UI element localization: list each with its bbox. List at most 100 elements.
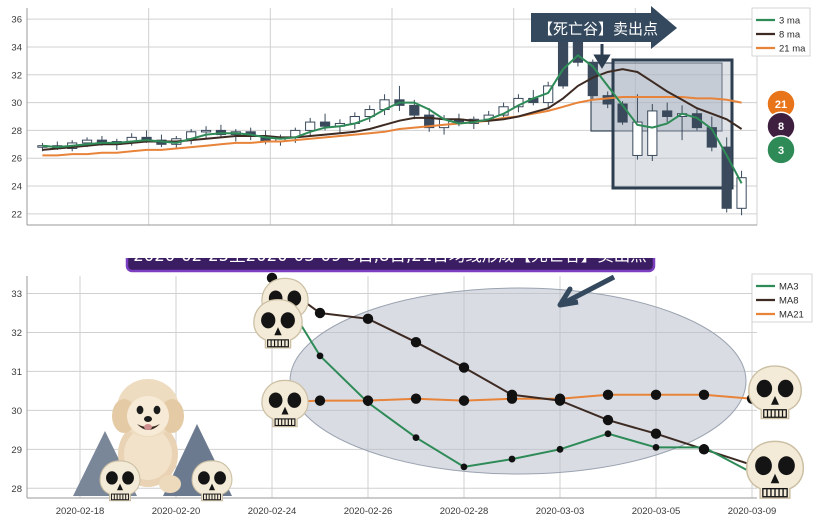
candle-body-down: [721, 146, 732, 209]
y-axis-tick-label: 28: [11, 126, 22, 137]
dog-eye-left: [136, 405, 144, 415]
candle-body-down: [424, 114, 435, 129]
data-point-MA3[interactable]: [412, 434, 420, 442]
data-point-MA21[interactable]: [554, 393, 566, 404]
title-banner-background: [125, 258, 656, 273]
y-axis-tick-label: 32: [11, 70, 22, 81]
data-point-MA21[interactable]: [410, 393, 422, 404]
highlight-boxes: [590, 58, 734, 190]
skull-icon-ma3-start: [253, 298, 303, 349]
candle-body-down: [319, 121, 331, 127]
candle-body-up: [81, 139, 93, 144]
y-axis-tick-label: 31: [11, 367, 22, 378]
data-point-MA21[interactable]: [698, 389, 710, 400]
badge-label-8: 8: [778, 121, 784, 133]
badge-label-21: 21: [775, 99, 787, 111]
y-axis-tick-label: 26: [11, 154, 22, 165]
candle-body-up: [305, 121, 316, 131]
data-point-MA21[interactable]: [314, 395, 326, 406]
data-point-MA3[interactable]: [604, 430, 612, 438]
x-axis-tick-label: 2020-02-20: [152, 506, 201, 517]
highlight-ellipse: [289, 287, 747, 475]
skull-icon-right: [191, 460, 233, 502]
legend-label-1: 8 ma: [779, 30, 801, 41]
candle-body-down: [587, 61, 598, 97]
y-axis-tick-label: 34: [11, 42, 22, 53]
y-axis-tick-label: 29: [11, 445, 22, 456]
y-axis-tick-label: 33: [11, 289, 22, 300]
legend-label-0: MA3: [779, 282, 799, 293]
bottom-chart-legend: MA3 MA8 MA21: [751, 273, 813, 323]
poodle-illustration: [73, 379, 233, 502]
ma-end-badges: 21 8 3: [766, 89, 796, 165]
dog-nose: [144, 416, 152, 422]
x-axis-tick-label: 2020-02-26: [344, 506, 393, 517]
ma-detail-panel: 33 32 31 30 29 28 2020-02-18 2020-02-20 2020-02-…: [0, 258, 813, 520]
skull-icon-ma21-end: [748, 365, 802, 420]
ma-line-21: [42, 96, 742, 157]
skull-icon-left: [99, 460, 141, 502]
highlight-box-large: [611, 58, 734, 190]
candle-body-down: [409, 104, 420, 116]
candlestick-svg: 36 34 32 30 28 26 24 22 【死亡谷】卖出点 3 ma 8 ma 21 ma 21 8…: [11, 6, 811, 226]
data-point-MA21[interactable]: [506, 393, 518, 404]
y-axis-tick-label: 24: [11, 182, 22, 193]
candle-body-down: [662, 110, 673, 118]
x-axis-tick-label: 2020-02-28: [440, 506, 489, 517]
data-point-MA3[interactable]: [316, 352, 324, 360]
pointer-arrow-icon: [557, 274, 616, 308]
data-point-MA8[interactable]: [602, 414, 614, 426]
ma-series-group: [266, 272, 758, 477]
data-point-MA8[interactable]: [362, 313, 374, 325]
candle-body-up: [632, 121, 643, 156]
dog-paw-right: [159, 475, 181, 493]
data-point-MA8[interactable]: [410, 337, 422, 348]
x-axis-tick-label: 2020-03-03: [536, 506, 585, 517]
data-point-MA8[interactable]: [458, 362, 470, 373]
y-axis-tick-label: 30: [11, 406, 22, 417]
data-point-MA8[interactable]: [314, 307, 326, 319]
data-point-MA21[interactable]: [602, 389, 614, 400]
right-skull-markers: [745, 365, 805, 499]
banner-label: 【死亡谷】卖出点: [538, 20, 658, 38]
candle-body-up: [200, 129, 212, 133]
data-point-MA3[interactable]: [508, 455, 516, 463]
x-axis-tick-label: 2020-02-18: [56, 506, 105, 517]
ma-detail-svg: 33 32 31 30 29 28 2020-02-18 2020-02-20 2020-02-…: [11, 258, 813, 517]
x-axis-tick-label: 2020-03-09: [728, 506, 777, 517]
chart-title-banner: 2020-02-25至2020-03-09 3日,8日,21日均线形成【死亡谷】…: [125, 258, 656, 273]
skull-icon-ma3-end: [745, 440, 805, 499]
candle-body-up: [736, 177, 747, 209]
dog-eye-right: [153, 405, 161, 415]
data-point-MA21[interactable]: [650, 389, 662, 400]
candle-body-down: [602, 95, 613, 105]
y-axis-tick-label: 30: [11, 98, 22, 109]
data-point-MA21[interactable]: [458, 395, 470, 406]
candle-body-up: [647, 110, 658, 156]
badge-circle-3[interactable]: [766, 135, 796, 165]
banner-arrow-shape: [531, 6, 677, 49]
data-point-MA8[interactable]: [698, 444, 710, 455]
data-point-MA3[interactable]: [460, 463, 468, 471]
y-axis-tick-label: 28: [11, 484, 22, 495]
candle-body-down: [557, 38, 569, 87]
y-axis-tick-label: 32: [11, 328, 22, 339]
x-axis-tick-label: 2020-03-05: [632, 506, 681, 517]
legend-label-2: MA21: [779, 310, 804, 321]
candle-body-up: [364, 109, 375, 117]
data-point-MA21[interactable]: [362, 395, 374, 406]
badge-label-3: 3: [778, 145, 784, 157]
data-point-MA3[interactable]: [652, 443, 660, 451]
title-banner-label: 2020-02-25至2020-03-09 3日,8日,21日均线形成【死亡谷】…: [133, 258, 647, 265]
down-arrow-icon: [593, 44, 611, 69]
legend-box: [751, 273, 813, 323]
dog-chest: [124, 428, 172, 480]
data-point-MA8[interactable]: [650, 428, 662, 439]
moving-average-lines: [42, 53, 743, 184]
sell-signal-banner[interactable]: 【死亡谷】卖出点: [531, 6, 677, 69]
ma-line-3: [42, 53, 743, 184]
legend-label-0: 3 ma: [779, 16, 801, 27]
skull-icon-ma21-start: [261, 379, 309, 428]
legend-label-1: MA8: [779, 296, 799, 307]
data-point-MA3[interactable]: [556, 445, 564, 453]
